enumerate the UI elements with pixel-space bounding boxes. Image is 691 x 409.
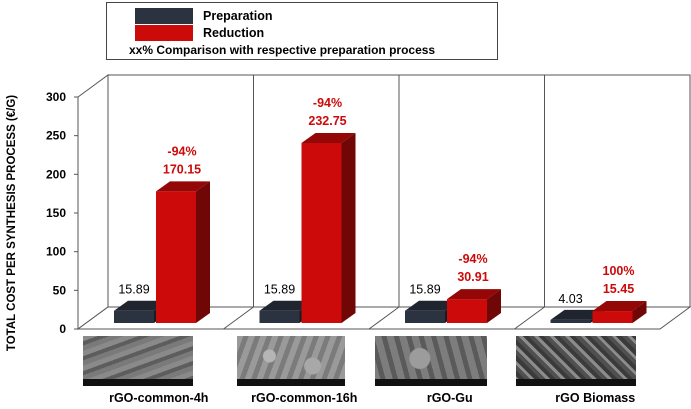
- annotation-percent: 100%: [603, 264, 635, 278]
- data-label-preparation: 15.89: [409, 283, 440, 297]
- category-divider-floor: [368, 306, 400, 330]
- data-label-preparation: 15.89: [118, 283, 149, 297]
- bar-reduction-top: [301, 133, 356, 144]
- data-label-reduction: 170.15: [163, 162, 201, 176]
- annotation-percent: -94%: [458, 252, 487, 266]
- bar-preparation: [550, 319, 591, 323]
- annotation-percent: -94%: [313, 96, 342, 110]
- data-label-reduction: 15.45: [603, 282, 634, 296]
- data-label-reduction: 232.75: [308, 114, 346, 128]
- bar-reduction: [447, 299, 487, 323]
- legend: Preparation Reduction xx% Comparison wit…: [106, 2, 498, 60]
- bar-reduction: [301, 143, 342, 323]
- bar-preparation-top: [405, 300, 459, 311]
- bar-preparation-top: [550, 309, 605, 320]
- data-label-preparation: 4.03: [558, 292, 582, 306]
- category-label: rGO-common-16h: [251, 391, 357, 404]
- legend-note: xx% Comparison with respective preparati…: [129, 43, 436, 57]
- sem-image-rgo-gu: [375, 336, 487, 386]
- y-tick-label: 200: [46, 167, 66, 181]
- category-label: rGO Biomass: [555, 391, 635, 404]
- legend-item-reduction: Reduction: [135, 25, 264, 41]
- category-label: rGO-Gu: [427, 391, 473, 404]
- bar-reduction-top: [156, 181, 210, 192]
- sem-image-rgo-common-4h: [83, 336, 193, 386]
- category-divider-floor: [223, 306, 254, 330]
- y-axis-title: TOTAL COST PER SYNTHESIS PROCESS (€/G): [6, 95, 18, 351]
- category-label: rGO-common-4h: [109, 391, 208, 404]
- legend-label-reduction: Reduction: [203, 26, 265, 40]
- bar-reduction-top: [447, 289, 501, 300]
- y-tick-label: 150: [46, 206, 66, 220]
- y-tick-label: 250: [46, 129, 66, 143]
- bar-reduction-side: [487, 289, 501, 323]
- legend-label-preparation: Preparation: [203, 9, 273, 23]
- bar-preparation: [405, 310, 445, 323]
- y-tick-label: 0: [59, 322, 66, 336]
- bar-reduction-side: [632, 301, 647, 323]
- category-divider-floor: [514, 306, 545, 330]
- bar-preparation: [259, 310, 300, 323]
- legend-swatch-reduction: [135, 25, 193, 41]
- bar-reduction: [592, 311, 633, 323]
- sem-image-rgo-biomass: [516, 336, 636, 386]
- y-tick-label: 50: [53, 283, 67, 297]
- data-label-preparation: 15.89: [264, 283, 295, 297]
- y-tick-label: 100: [46, 245, 66, 259]
- y-tick-label: 300: [46, 90, 66, 104]
- bar-preparation-top: [114, 300, 168, 311]
- bar-reduction: [156, 191, 196, 323]
- legend-item-preparation: Preparation: [135, 8, 272, 24]
- bar-preparation-top: [259, 300, 314, 311]
- sem-image-rgo-common-16h: [237, 336, 345, 386]
- bar-reduction-side: [341, 133, 356, 323]
- bar-reduction-side: [196, 181, 210, 323]
- annotation-percent: -94%: [167, 144, 196, 158]
- left-wall: [77, 74, 109, 330]
- legend-swatch-preparation: [135, 8, 193, 24]
- data-label-reduction: 30.91: [457, 270, 488, 284]
- bar-preparation: [114, 310, 154, 323]
- bar-reduction-top: [592, 301, 647, 312]
